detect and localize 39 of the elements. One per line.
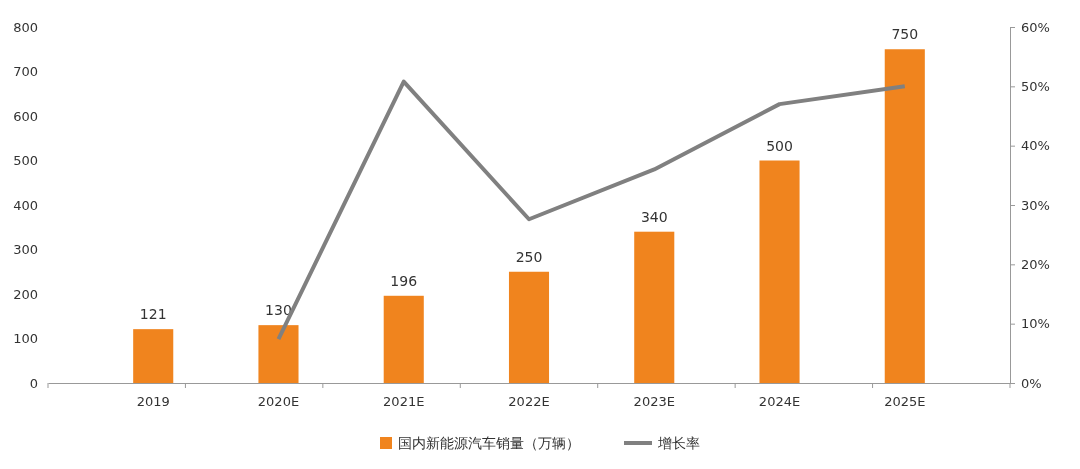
y-tick-label: 0 <box>29 375 38 391</box>
y2-tick-label: 10% <box>1021 316 1050 332</box>
bar <box>634 231 675 383</box>
y-tick-label: 600 <box>13 108 38 124</box>
data-label: 130 <box>265 302 292 319</box>
bar <box>383 295 424 383</box>
x-tick-label: 2024E <box>758 394 801 410</box>
bar <box>884 49 925 383</box>
y-tick-label: 100 <box>13 331 38 347</box>
y-tick-label: 700 <box>13 64 38 80</box>
x-tick-label: 2025E <box>884 394 926 410</box>
y-tick-label: 400 <box>13 197 38 213</box>
x-tick-label: 2019 <box>136 394 170 410</box>
y-tick-label: 300 <box>13 242 38 258</box>
x-tick-label: 2023E <box>633 394 675 410</box>
x-tick-label: 2020E <box>257 394 300 410</box>
bar <box>759 160 800 383</box>
y2-tick-label: 20% <box>1021 256 1050 272</box>
legend-label: 增长率 <box>657 435 700 451</box>
y2-tick-label: 0% <box>1021 375 1042 391</box>
legend-label: 国内新能源汽车销量（万辆） <box>398 435 580 451</box>
y2-tick-label: 60% <box>1021 19 1050 35</box>
y2-tick-label: 50% <box>1021 78 1050 94</box>
bar <box>133 329 174 383</box>
data-label: 196 <box>390 272 418 289</box>
x-tick-label: 2022E <box>508 394 550 410</box>
y2-tick-label: 30% <box>1021 197 1050 213</box>
data-label: 121 <box>139 306 167 323</box>
x-tick-label: 2021E <box>383 394 425 410</box>
y-tick-label: 800 <box>13 19 38 35</box>
y2-tick-label: 40% <box>1021 138 1050 154</box>
data-label: 750 <box>891 26 919 43</box>
data-label: 500 <box>766 137 793 154</box>
bar <box>258 325 299 383</box>
y-tick-label: 200 <box>13 286 38 302</box>
y-tick-label: 500 <box>13 153 38 169</box>
data-label: 340 <box>640 208 668 225</box>
bar <box>508 271 550 383</box>
data-label: 250 <box>515 248 543 265</box>
